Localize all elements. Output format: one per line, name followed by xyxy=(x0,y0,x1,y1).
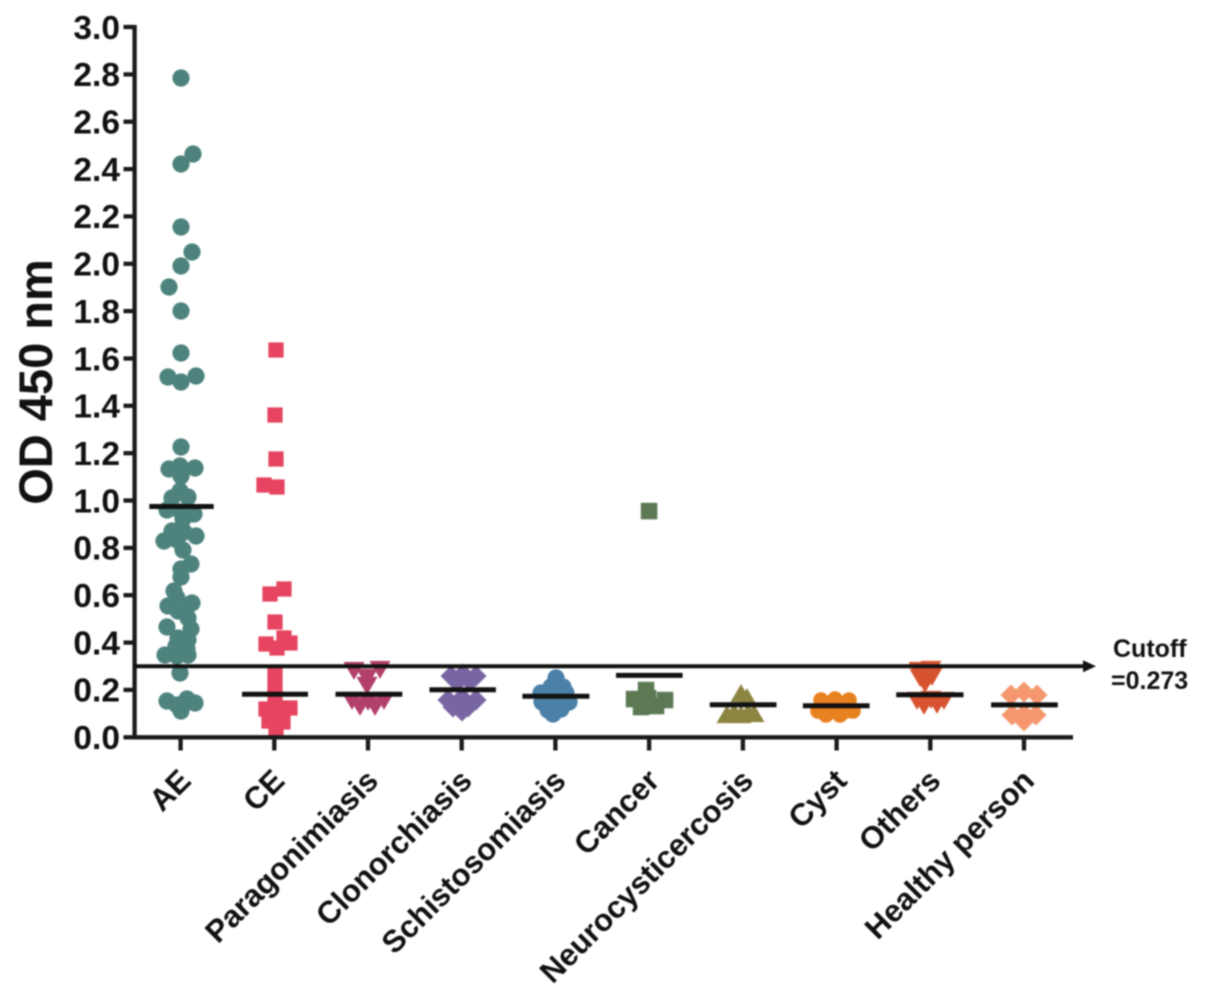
svg-text:1.6: 1.6 xyxy=(73,341,120,378)
svg-text:=0.273: =0.273 xyxy=(1111,667,1188,695)
svg-text:OD 450 nm: OD 450 nm xyxy=(9,259,62,505)
svg-text:0.2: 0.2 xyxy=(73,673,120,710)
svg-text:2.8: 2.8 xyxy=(73,57,120,94)
svg-text:0.8: 0.8 xyxy=(73,531,120,568)
svg-text:0.0: 0.0 xyxy=(73,720,120,757)
svg-text:1.8: 1.8 xyxy=(73,294,120,331)
svg-text:2.4: 2.4 xyxy=(73,152,120,189)
svg-text:2.2: 2.2 xyxy=(73,199,120,236)
svg-text:1.0: 1.0 xyxy=(73,483,120,520)
svg-text:1.2: 1.2 xyxy=(73,436,120,473)
svg-text:0.4: 0.4 xyxy=(73,625,120,662)
svg-text:0.6: 0.6 xyxy=(73,578,120,615)
svg-text:3.0: 3.0 xyxy=(73,10,120,47)
svg-text:2.0: 2.0 xyxy=(73,247,120,284)
svg-text:1.4: 1.4 xyxy=(73,389,120,426)
svg-text:Cutoff: Cutoff xyxy=(1113,635,1187,663)
svg-text:2.6: 2.6 xyxy=(73,105,120,142)
